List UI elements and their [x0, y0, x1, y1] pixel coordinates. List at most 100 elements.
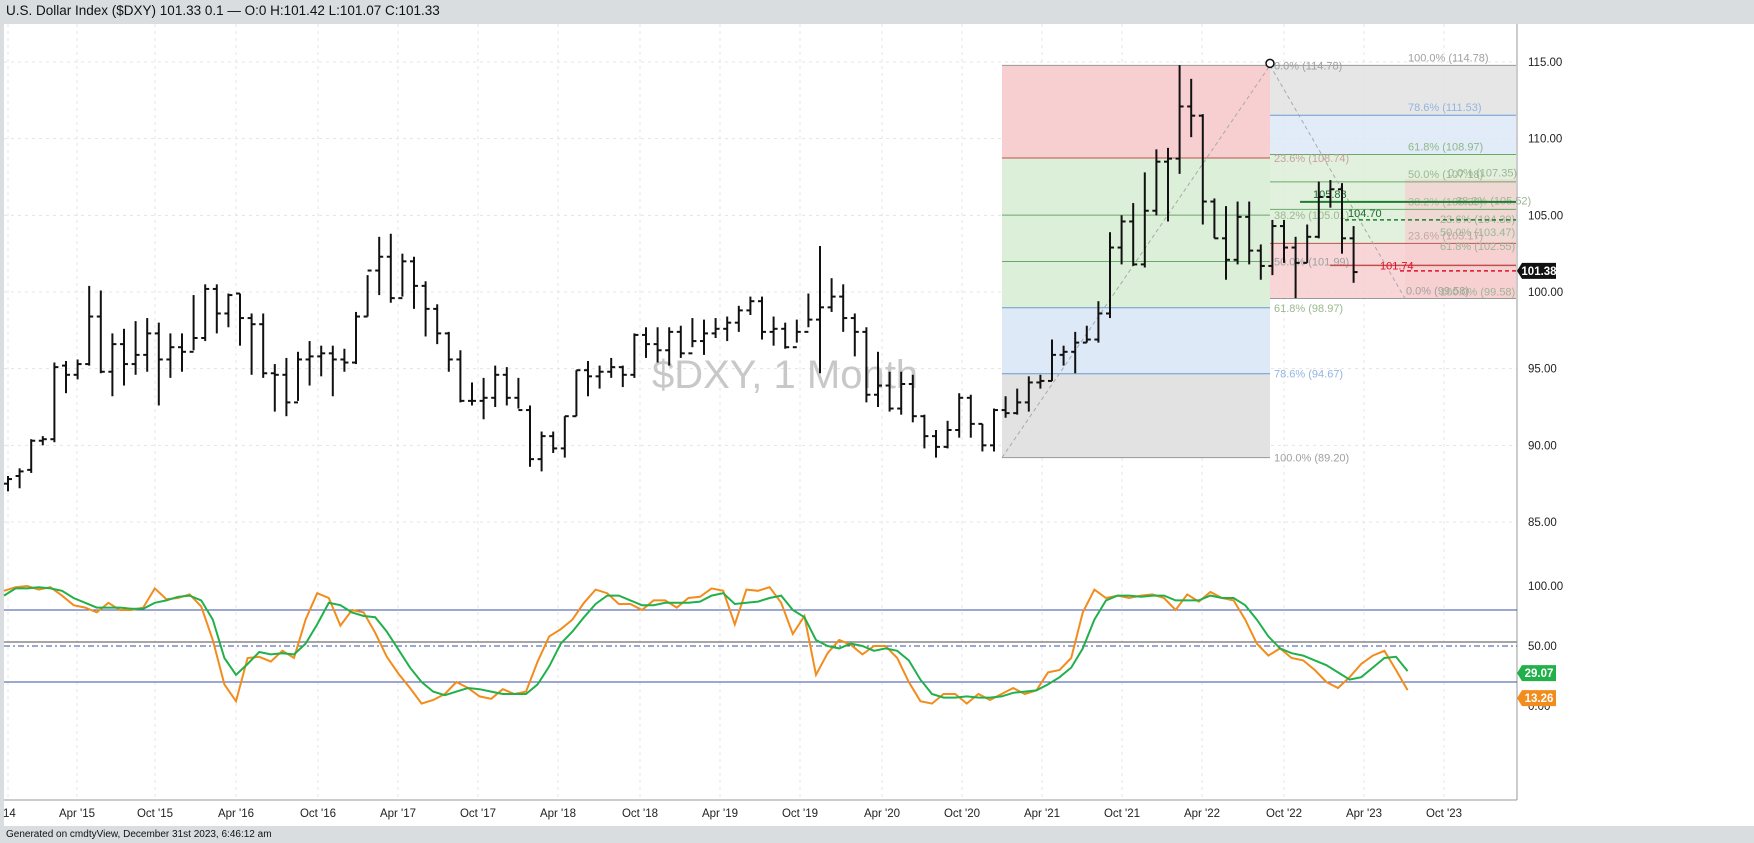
ohlc-bar[interactable]: [62, 361, 70, 394]
ohlc-bar[interactable]: [1233, 201, 1242, 265]
ohlc-bar[interactable]: [456, 350, 465, 403]
ohlc-bar[interactable]: [201, 284, 210, 342]
ohlc-bar[interactable]: [502, 367, 511, 406]
ohlc-bar[interactable]: [96, 290, 105, 374]
ohlc-bar[interactable]: [618, 365, 627, 388]
ohlc-bar[interactable]: [1326, 180, 1335, 208]
ohlc-bar[interactable]: [1059, 345, 1068, 366]
ohlc-bar[interactable]: [769, 316, 778, 346]
ohlc-bar[interactable]: [560, 415, 569, 458]
ohlc-bar[interactable]: [189, 295, 198, 353]
ohlc-bar[interactable]: [1222, 206, 1230, 280]
ohlc-bar[interactable]: [653, 327, 662, 363]
ohlc-bar[interactable]: [73, 359, 82, 380]
ohlc-bar[interactable]: [363, 269, 372, 318]
ohlc-bar[interactable]: [328, 345, 337, 397]
ohlc-bar[interactable]: [688, 318, 697, 355]
ohlc-bar[interactable]: [50, 362, 59, 443]
ohlc-bar[interactable]: [1129, 203, 1138, 266]
ohlc-bar[interactable]: [1314, 181, 1323, 239]
ohlc-bar[interactable]: [166, 333, 175, 378]
ohlc-bar[interactable]: [1198, 114, 1207, 225]
ohlc-bar[interactable]: [212, 284, 221, 334]
ohlc-bar[interactable]: [317, 345, 326, 377]
ohlc-bar[interactable]: [259, 313, 268, 378]
ohlc-bar[interactable]: [595, 365, 604, 389]
ohlc-bar[interactable]: [1303, 224, 1312, 264]
ohlc-bar[interactable]: [410, 256, 418, 309]
ohlc-bar[interactable]: [1245, 201, 1254, 265]
ohlc-bar[interactable]: [514, 377, 523, 412]
ohlc-bar[interactable]: [1071, 331, 1080, 374]
ohlc-bar[interactable]: [711, 318, 720, 338]
ohlc-bar[interactable]: [468, 382, 476, 406]
ohlc-bar[interactable]: [421, 281, 430, 337]
ohlc-bar[interactable]: [340, 348, 349, 372]
ohlc-bar[interactable]: [1349, 226, 1358, 283]
ohlc-bar[interactable]: [966, 394, 975, 438]
ohlc-bar[interactable]: [479, 377, 488, 420]
ohlc-bar[interactable]: [781, 322, 790, 349]
ohlc-bar[interactable]: [1013, 388, 1022, 415]
ohlc-bar[interactable]: [1338, 183, 1346, 254]
ohlc-bar[interactable]: [676, 325, 685, 358]
ohlc-bar[interactable]: [27, 439, 36, 473]
ohlc-bar[interactable]: [990, 408, 998, 452]
ohlc-bar[interactable]: [386, 233, 395, 303]
ohlc-bar[interactable]: [1140, 172, 1149, 268]
ohlc-bar[interactable]: [885, 371, 894, 412]
ohlc-bar[interactable]: [607, 357, 616, 378]
ohlc-bar[interactable]: [862, 327, 871, 403]
ohlc-bar[interactable]: [4, 476, 12, 492]
ohlc-bar[interactable]: [874, 351, 882, 407]
ohlc-bar[interactable]: [236, 292, 244, 346]
ohlc-bar[interactable]: [816, 246, 824, 374]
ohlc-bar[interactable]: [526, 405, 534, 467]
ohlc-bar[interactable]: [375, 236, 384, 296]
ohlc-bar[interactable]: [154, 322, 163, 406]
ohlc-bar[interactable]: [1152, 149, 1161, 216]
ohlc-bar[interactable]: [1256, 244, 1265, 280]
ohlc-bar[interactable]: [15, 468, 24, 489]
ohlc-bar[interactable]: [943, 420, 952, 449]
ohlc-bar[interactable]: [1036, 374, 1045, 389]
ohlc-bar[interactable]: [630, 333, 639, 378]
ohlc-bar[interactable]: [38, 436, 47, 446]
ohlc-bar[interactable]: [665, 327, 674, 366]
ohlc-bar[interactable]: [1210, 198, 1219, 240]
ohlc-bar[interactable]: [827, 278, 836, 312]
ohlc-bar[interactable]: [572, 369, 581, 418]
ohlc-bar[interactable]: [247, 313, 256, 375]
ohlc-bar[interactable]: [1048, 339, 1056, 382]
ohlc-bar[interactable]: [1106, 232, 1114, 319]
ohlc-bar[interactable]: [839, 284, 848, 332]
ohlc-bar[interactable]: [1268, 219, 1277, 276]
ohlc-bar[interactable]: [549, 431, 558, 453]
ohlc-bar[interactable]: [920, 414, 929, 449]
ohlc-bar[interactable]: [1291, 236, 1300, 299]
ohlc-bar[interactable]: [294, 351, 302, 404]
ohlc-bar[interactable]: [1187, 78, 1196, 138]
ohlc-bar[interactable]: [537, 431, 546, 472]
ohlc-bar[interactable]: [746, 296, 755, 315]
ohlc-bar[interactable]: [932, 430, 940, 458]
ohlc-bar[interactable]: [804, 293, 813, 333]
ohlc-bar[interactable]: [734, 305, 743, 332]
ohlc-bar[interactable]: [642, 327, 650, 358]
ohlc-bar[interactable]: [444, 331, 453, 372]
ohlc-bar[interactable]: [352, 311, 360, 365]
ohlc-bar[interactable]: [1094, 301, 1103, 343]
ohlc-bar[interactable]: [270, 364, 279, 412]
ohlc-bar[interactable]: [143, 318, 152, 372]
ohlc-bar[interactable]: [1082, 325, 1091, 344]
ohlc-bar[interactable]: [1001, 396, 1010, 418]
ohlc-bar[interactable]: [1280, 219, 1288, 263]
ohlc-bar[interactable]: [120, 328, 128, 386]
ohlc-bar[interactable]: [897, 371, 906, 415]
ohlc-bar[interactable]: [131, 321, 140, 375]
ohlc-bar[interactable]: [1164, 147, 1172, 222]
ohlc-bar[interactable]: [723, 316, 732, 342]
ohlc-bar[interactable]: [758, 296, 766, 340]
ohlc-bar[interactable]: [178, 333, 186, 372]
